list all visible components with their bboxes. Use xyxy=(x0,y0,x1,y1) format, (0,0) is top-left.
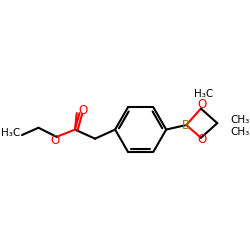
Text: CH₃: CH₃ xyxy=(230,127,249,137)
Text: O: O xyxy=(197,133,206,146)
Text: CH₃: CH₃ xyxy=(230,116,249,126)
Text: H₃C: H₃C xyxy=(194,89,213,99)
Text: B: B xyxy=(182,120,190,132)
Text: O: O xyxy=(78,104,88,117)
Text: O: O xyxy=(50,134,59,147)
Text: H₃C: H₃C xyxy=(1,128,20,138)
Text: O: O xyxy=(197,98,206,112)
